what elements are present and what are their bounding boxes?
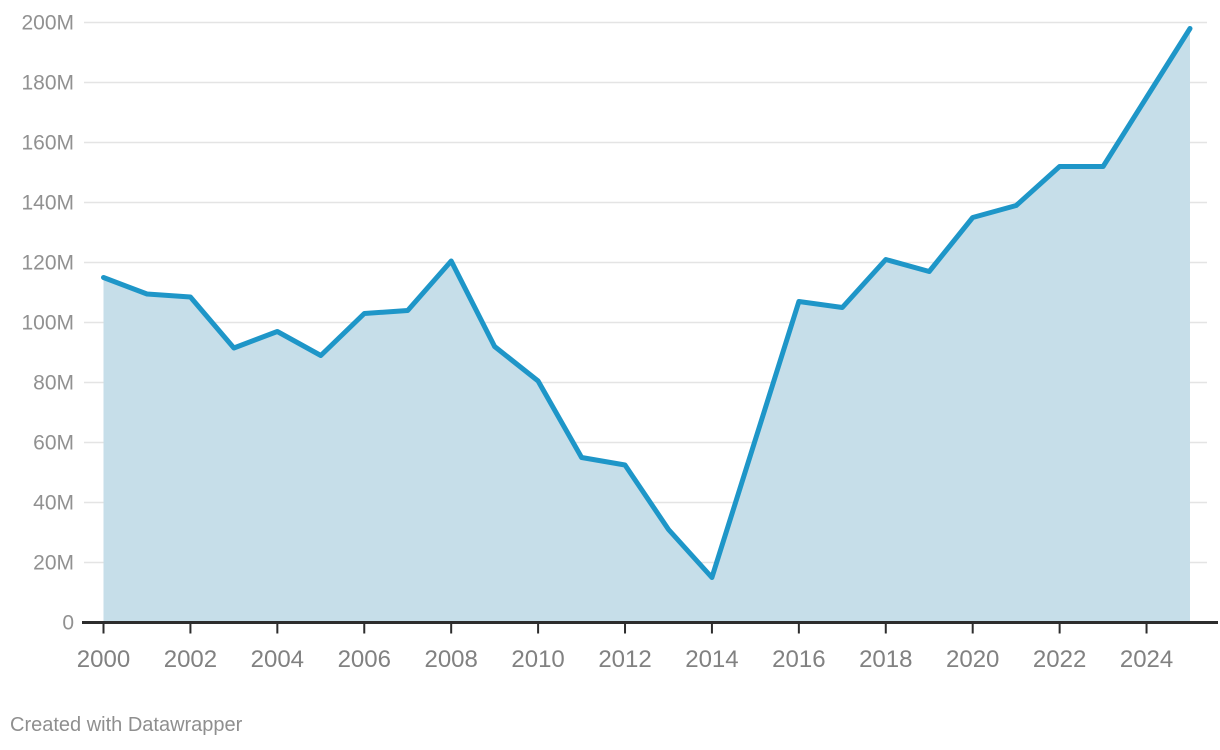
y-tick-label: 140M bbox=[21, 192, 74, 215]
y-tick-label: 100M bbox=[21, 312, 74, 335]
x-tick-label: 2020 bbox=[946, 646, 999, 673]
x-tick-label: 2016 bbox=[772, 646, 825, 673]
x-tick-label: 2010 bbox=[511, 646, 564, 673]
x-tick-label: 2022 bbox=[1033, 646, 1086, 673]
x-tick-label: 2014 bbox=[685, 646, 738, 673]
x-tick-label: 2000 bbox=[77, 646, 130, 673]
y-tick-label: 160M bbox=[21, 132, 74, 155]
y-tick-label: 40M bbox=[33, 492, 74, 515]
y-tick-label: 80M bbox=[33, 372, 74, 395]
y-tick-label: 120M bbox=[21, 252, 74, 275]
y-tick-label: 200M bbox=[21, 12, 74, 35]
attribution-text: Created with Datawrapper bbox=[10, 714, 243, 736]
x-tick-label: 2024 bbox=[1120, 646, 1173, 673]
y-tick-label: 0 bbox=[62, 612, 74, 635]
y-tick-label: 60M bbox=[33, 432, 74, 455]
x-tick-label: 2004 bbox=[251, 646, 304, 673]
data-line bbox=[101, 26, 1193, 580]
y-tick-label: 180M bbox=[21, 72, 74, 95]
x-tick-label: 2018 bbox=[859, 646, 912, 673]
area-fill bbox=[103, 28, 1190, 623]
x-tick-label: 2012 bbox=[598, 646, 651, 673]
y-tick-label: 20M bbox=[33, 552, 74, 575]
x-tick-label: 2006 bbox=[338, 646, 391, 673]
x-tick-label: 2008 bbox=[424, 646, 477, 673]
x-tick-label: 2002 bbox=[164, 646, 217, 673]
